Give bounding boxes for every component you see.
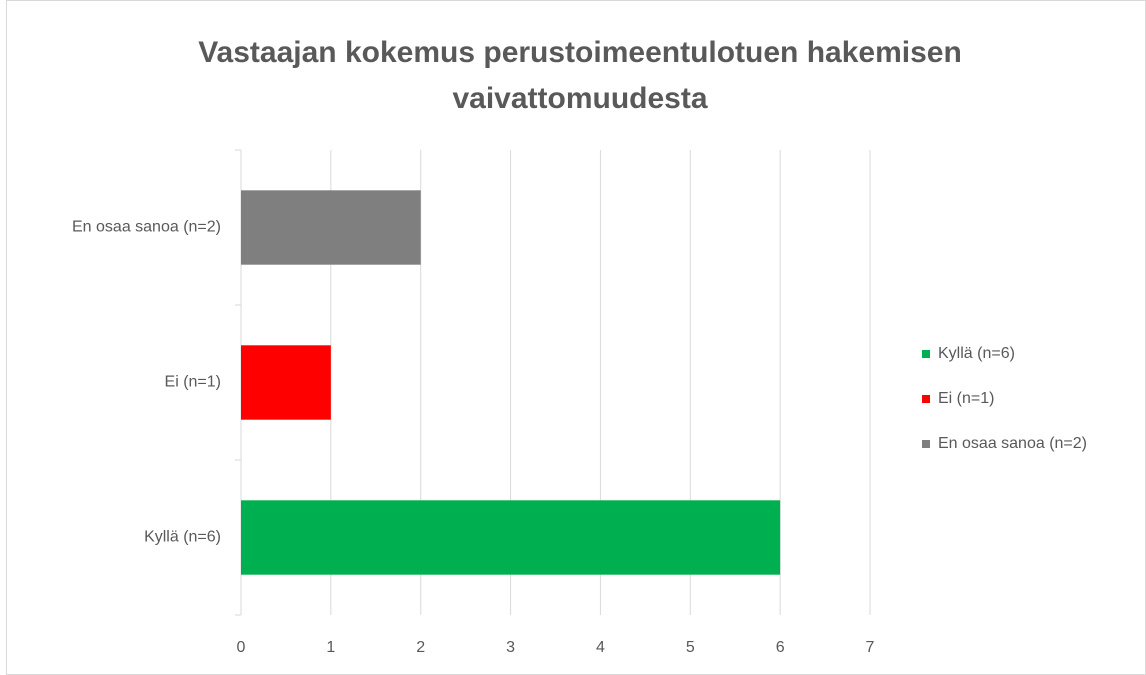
bar bbox=[241, 345, 331, 420]
legend-label: Ei (n=1) bbox=[938, 390, 994, 407]
bar bbox=[241, 190, 421, 265]
y-tick-label: Ei (n=1) bbox=[165, 374, 221, 391]
chart-title: Vastaajan kokemus perustoimeentulotuen h… bbox=[198, 36, 962, 115]
x-tick-label: 5 bbox=[686, 639, 695, 656]
x-tick-label: 4 bbox=[596, 639, 605, 656]
x-tick-label: 0 bbox=[237, 639, 246, 656]
legend-label: Kyllä (n=6) bbox=[938, 345, 1015, 362]
y-tick-label: Kyllä (n=6) bbox=[144, 529, 221, 546]
x-tick-label: 2 bbox=[416, 639, 425, 656]
bar bbox=[241, 500, 781, 575]
y-tick-label: En osaa sanoa (n=2) bbox=[72, 219, 221, 236]
x-tick-label: 6 bbox=[776, 639, 785, 656]
x-tick-label: 7 bbox=[866, 639, 875, 656]
legend-label: En osaa sanoa (n=2) bbox=[938, 435, 1087, 452]
legend-swatch bbox=[922, 440, 930, 448]
x-tick-label: 3 bbox=[506, 639, 515, 656]
x-tick-label: 1 bbox=[326, 639, 335, 656]
legend-swatch bbox=[922, 395, 930, 403]
legend-swatch bbox=[922, 350, 930, 358]
